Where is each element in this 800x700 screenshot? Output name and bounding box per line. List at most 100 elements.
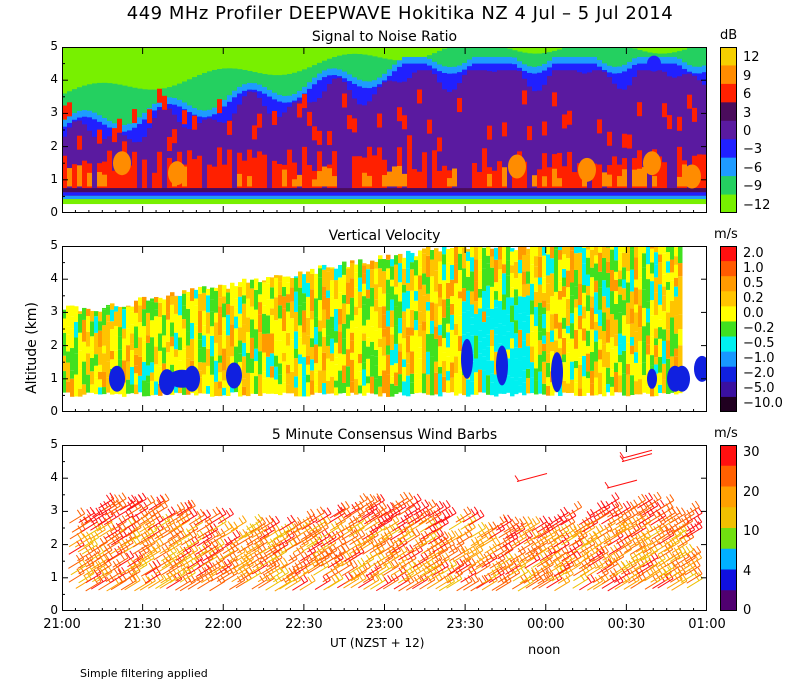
snr-cell <box>497 200 503 213</box>
snr-cell <box>82 195 88 200</box>
snr-cell <box>652 70 658 213</box>
vv-cell <box>254 329 259 349</box>
wind-barb-staff <box>420 571 437 582</box>
vv-cell <box>154 297 159 303</box>
vv-cell <box>102 325 107 346</box>
vv-cell <box>262 313 267 334</box>
vv-cell <box>414 260 419 276</box>
snr-cell <box>527 188 533 193</box>
snr-cell <box>662 195 668 200</box>
wind-barb-staff <box>229 551 246 562</box>
vv-cell <box>198 348 203 363</box>
vv-cell <box>290 371 295 394</box>
wind-barb-staff <box>378 507 395 519</box>
wind-barb-flag <box>366 560 372 568</box>
vv-cell <box>286 294 291 303</box>
wind-barb-staff <box>342 535 359 546</box>
wind-barb-staff <box>70 564 87 576</box>
snr-cell <box>262 195 268 200</box>
vv-cell <box>114 350 119 374</box>
vv-cell <box>410 335 415 352</box>
vv-cell <box>270 377 275 394</box>
vv-cell <box>538 331 543 341</box>
vv-cell <box>250 319 255 338</box>
wind-barb-flag <box>292 530 298 537</box>
vv-cell <box>566 270 571 288</box>
vv-cell <box>450 264 455 280</box>
wind-barb-flag <box>201 566 207 574</box>
snr-cell <box>142 199 148 205</box>
wind-barb-flag <box>118 494 124 502</box>
wind-barb-staff <box>84 551 101 562</box>
vv-cell <box>294 387 299 397</box>
snr-cell <box>677 200 683 213</box>
vv-cell <box>358 371 363 386</box>
wind-barb-flag <box>453 544 459 552</box>
vv-cell <box>630 337 635 346</box>
vv-cell <box>198 286 203 294</box>
vv-cell <box>662 286 667 296</box>
wind-barb-staff <box>404 534 421 545</box>
snr-cell <box>387 188 393 193</box>
vv-cell <box>586 346 591 354</box>
snr-cell <box>392 166 398 187</box>
snr-cell <box>242 200 248 213</box>
wind-barb-flag <box>380 516 386 523</box>
vv-cell <box>274 366 279 380</box>
snr-cell <box>102 200 108 213</box>
vv-cell <box>486 346 491 361</box>
wind-barb-staff <box>404 519 421 531</box>
wind-barb-flag <box>240 573 246 581</box>
vv-cell <box>490 248 495 257</box>
vv-cell <box>502 273 507 295</box>
snr-cell <box>687 195 693 200</box>
wind-barb-staff <box>258 578 274 589</box>
vv-cell <box>358 385 363 394</box>
snr-cell <box>592 192 598 196</box>
vv-cell <box>62 332 67 356</box>
wind-barb-flag <box>148 562 154 570</box>
wind-barb-flag <box>296 547 301 554</box>
snr-cell <box>467 200 473 213</box>
snr-cell <box>432 74 438 213</box>
snr-cell <box>327 83 333 213</box>
snr-cell <box>307 102 313 213</box>
vv-cell <box>426 301 431 311</box>
snr-cell <box>147 128 153 213</box>
vv-cell <box>182 319 187 329</box>
wind-barb-flag <box>324 550 330 558</box>
vv-cell <box>582 285 587 293</box>
wind-barb-staff <box>398 522 415 534</box>
vv-cell <box>310 347 315 360</box>
vv-cell <box>570 338 575 348</box>
vv-cell <box>570 379 575 393</box>
wind-barb-staff <box>343 507 360 519</box>
vv-cell <box>314 344 319 364</box>
vv-cell <box>626 363 631 375</box>
snr-cell <box>327 199 333 205</box>
wind-barb-staff <box>159 512 176 523</box>
vv-cell <box>570 313 575 324</box>
wind-barb-staff <box>208 543 225 554</box>
vv-cell <box>438 366 443 374</box>
vv-cell <box>626 246 631 254</box>
vv-cell <box>678 246 683 264</box>
wind-barb <box>229 545 246 562</box>
snr-cell <box>612 199 618 205</box>
wind-barb-staff <box>344 543 361 554</box>
wind-barb-flag <box>355 516 361 524</box>
wind-barb-flag <box>310 574 316 582</box>
vv-cell <box>286 373 291 385</box>
snr-cell <box>67 168 73 187</box>
wind-barb-staff <box>155 578 172 589</box>
vv-cell <box>442 376 447 393</box>
wind-barb-staff <box>329 508 346 519</box>
vv-cell <box>290 339 295 356</box>
vv-cell <box>142 309 147 327</box>
vv-cell <box>450 303 455 315</box>
vv-cell <box>674 256 679 265</box>
snr-cell <box>552 92 558 107</box>
wind-barb-flag <box>428 501 434 508</box>
snr-cell <box>277 199 283 205</box>
wind-barb-staff <box>441 564 457 575</box>
